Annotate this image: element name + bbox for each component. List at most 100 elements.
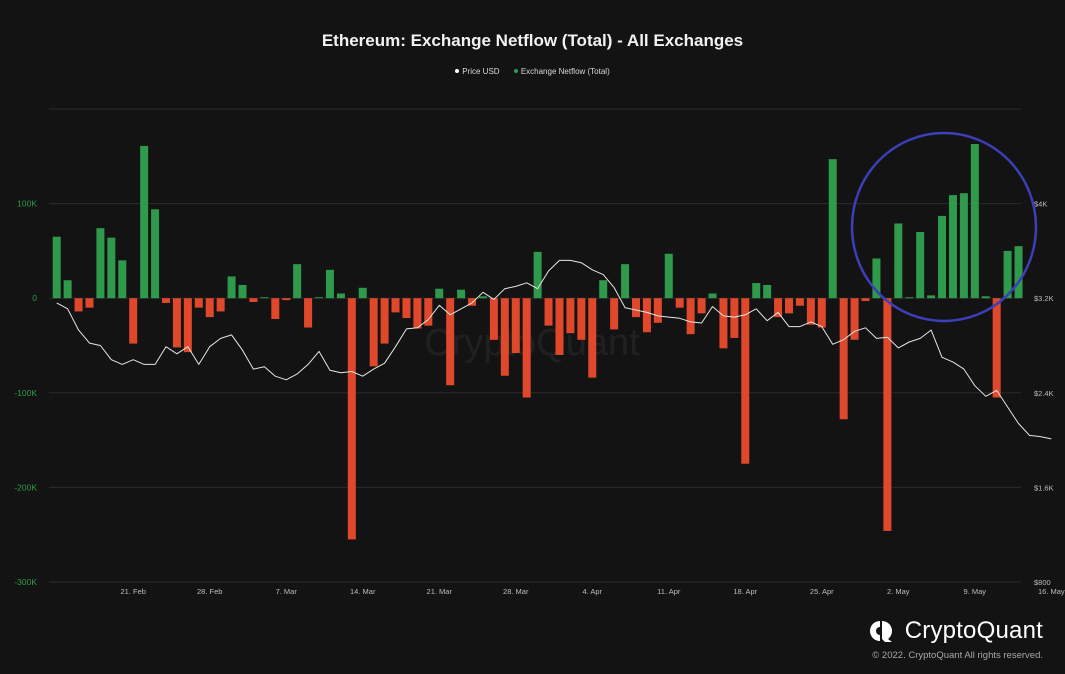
- netflow-bar[interactable]: [468, 298, 477, 306]
- netflow-bar[interactable]: [861, 298, 870, 302]
- netflow-bar[interactable]: [85, 298, 94, 308]
- left-axis-tick-label: 100K: [17, 199, 37, 209]
- netflow-bar[interactable]: [631, 298, 640, 318]
- netflow-bar[interactable]: [959, 193, 968, 299]
- netflow-bar[interactable]: [380, 298, 389, 344]
- netflow-bar[interactable]: [336, 293, 345, 299]
- netflow-bar[interactable]: [533, 251, 542, 299]
- netflow-bar[interactable]: [675, 298, 684, 308]
- netflow-bar[interactable]: [118, 260, 127, 299]
- netflow-bar[interactable]: [872, 258, 881, 299]
- legend-item-netflow[interactable]: Exchange Netflow (Total): [513, 66, 610, 76]
- netflow-bar[interactable]: [260, 297, 269, 299]
- netflow-bar[interactable]: [413, 298, 422, 329]
- netflow-bar[interactable]: [817, 298, 826, 328]
- netflow-bar[interactable]: [938, 215, 947, 299]
- netflow-bar[interactable]: [828, 159, 837, 299]
- netflow-bar[interactable]: [183, 298, 192, 353]
- netflow-bar[interactable]: [1014, 246, 1023, 299]
- netflow-bar[interactable]: [850, 298, 859, 340]
- x-axis-tick-label: 14. Mar: [350, 587, 376, 596]
- netflow-bar[interactable]: [293, 264, 302, 299]
- netflow-bar[interactable]: [653, 298, 662, 323]
- netflow-bar[interactable]: [238, 284, 247, 299]
- netflow-bar[interactable]: [402, 298, 411, 319]
- netflow-bar[interactable]: [981, 296, 990, 299]
- netflow-bar[interactable]: [52, 236, 61, 299]
- netflow-bar[interactable]: [162, 298, 170, 303]
- netflow-bar[interactable]: [424, 298, 433, 326]
- netflow-bar[interactable]: [588, 298, 597, 378]
- legend-label-netflow: Exchange Netflow (Total): [520, 66, 610, 76]
- netflow-bar[interactable]: [992, 298, 1001, 398]
- x-axis-tick-label: 16. May: [1038, 587, 1065, 596]
- netflow-bar[interactable]: [599, 280, 608, 299]
- netflow-bar[interactable]: [708, 293, 717, 299]
- netflow-bar[interactable]: [555, 298, 564, 355]
- x-axis-tick-label: 2. May: [887, 587, 910, 596]
- price-legend-marker: [455, 69, 460, 73]
- netflow-bar[interactable]: [642, 298, 651, 333]
- right-axis-tick-label: $2.4K: [1034, 389, 1054, 398]
- netflow-bar[interactable]: [916, 231, 925, 299]
- netflow-bar[interactable]: [216, 298, 225, 312]
- netflow-bar[interactable]: [610, 298, 619, 330]
- netflow-bar[interactable]: [325, 269, 334, 299]
- netflow-bar[interactable]: [140, 145, 149, 299]
- netflow-bar[interactable]: [621, 264, 630, 299]
- netflow-bar[interactable]: [369, 298, 378, 367]
- netflow-bar[interactable]: [74, 298, 83, 312]
- legend-item-price[interactable]: Price USD: [455, 67, 500, 76]
- x-axis-tick-label: 18. Apr: [733, 587, 757, 596]
- netflow-bar[interactable]: [752, 283, 761, 299]
- netflow-bar[interactable]: [577, 298, 586, 340]
- netflow-bar[interactable]: [435, 288, 444, 299]
- netflow-bar[interactable]: [500, 298, 509, 376]
- netflow-bar[interactable]: [271, 298, 280, 320]
- netflow-bar[interactable]: [172, 298, 181, 348]
- netflow-bar[interactable]: [358, 287, 367, 299]
- netflow-bar[interactable]: [249, 298, 258, 302]
- netflow-bar[interactable]: [894, 223, 903, 299]
- netflow-bar[interactable]: [948, 195, 957, 299]
- netflow-bar[interactable]: [489, 298, 498, 340]
- netflow-bar[interactable]: [205, 298, 214, 318]
- netflow-bar[interactable]: [457, 289, 466, 299]
- netflow-bar[interactable]: [522, 298, 531, 398]
- netflow-bar[interactable]: [315, 297, 324, 299]
- netflow-bar[interactable]: [730, 298, 739, 338]
- netflow-bar[interactable]: [697, 298, 706, 314]
- netflow-bar[interactable]: [227, 276, 236, 299]
- netflow-bar[interactable]: [806, 298, 815, 325]
- netflow-bar[interactable]: [511, 298, 520, 354]
- netflow-bar[interactable]: [107, 237, 116, 299]
- netflow-bar[interactable]: [774, 298, 783, 318]
- netflow-bar[interactable]: [151, 209, 160, 299]
- netflow-bar[interactable]: [970, 144, 979, 299]
- netflow-bar[interactable]: [839, 298, 848, 420]
- netflow-bar[interactable]: [566, 298, 575, 334]
- netflow-bar[interactable]: [719, 298, 728, 349]
- netflow-bar[interactable]: [544, 298, 553, 326]
- netflow-bar[interactable]: [664, 253, 673, 299]
- netflow-bar[interactable]: [927, 295, 936, 299]
- netflow-bar[interactable]: [478, 296, 487, 299]
- netflow-bar[interactable]: [129, 298, 138, 344]
- netflow-bar[interactable]: [96, 228, 105, 299]
- netflow-bar[interactable]: [785, 298, 794, 314]
- netflow-bar[interactable]: [883, 298, 892, 531]
- netflow-bar[interactable]: [194, 298, 203, 308]
- netflow-bar[interactable]: [347, 298, 356, 540]
- netflow-bar[interactable]: [63, 280, 72, 299]
- netflow-bar[interactable]: [1003, 250, 1012, 299]
- netflow-bar[interactable]: [686, 298, 695, 335]
- netflow-bar[interactable]: [741, 298, 750, 464]
- netflow-bar[interactable]: [391, 298, 400, 313]
- netflow-bar[interactable]: [795, 298, 804, 306]
- netflow-bar[interactable]: [905, 297, 914, 299]
- netflow-bar[interactable]: [446, 298, 455, 386]
- netflow-bar[interactable]: [763, 284, 772, 299]
- cryptoquant-logo-icon: [869, 621, 892, 642]
- netflow-bar[interactable]: [282, 298, 291, 301]
- netflow-bar[interactable]: [304, 298, 313, 328]
